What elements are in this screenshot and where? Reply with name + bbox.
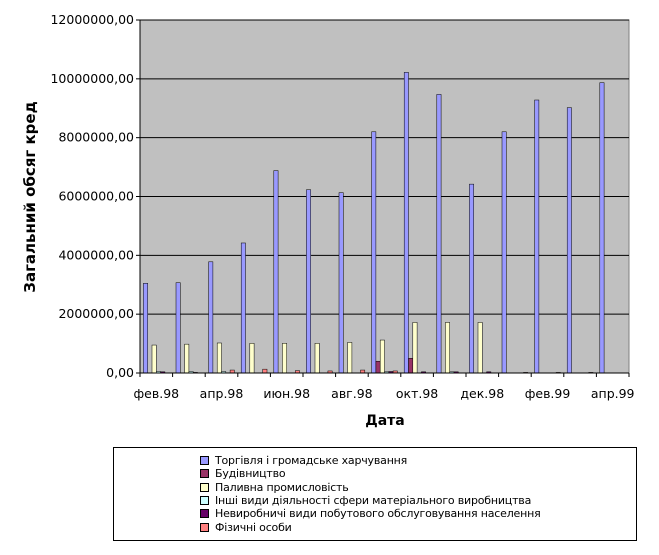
x-axis-ticks: фев.98 апр.98 июн.98 авг.98 окт.98 дек.98 фев.… bbox=[133, 373, 635, 401]
y-tick-label: 12000000,00 bbox=[50, 12, 134, 27]
legend-swatch bbox=[200, 456, 209, 465]
legend-swatch bbox=[200, 522, 209, 532]
legend-label: Паливна промисловість bbox=[215, 480, 349, 494]
x-tick-label: апр.99 bbox=[591, 386, 635, 401]
x-tick-label: авг.98 bbox=[331, 386, 373, 401]
y-tick-label: 8000000,00 bbox=[58, 130, 134, 145]
legend-item: Торгівля і громадське харчування bbox=[200, 454, 407, 467]
bar bbox=[403, 72, 409, 374]
bar bbox=[436, 94, 442, 374]
legend-swatch bbox=[200, 469, 209, 479]
legend-item: Інші види діяльності сфери матеріального… bbox=[200, 494, 531, 507]
bar bbox=[375, 360, 381, 374]
bar bbox=[143, 283, 148, 374]
legend-label: Невиробничі види побутового обслуговуван… bbox=[215, 507, 541, 521]
bar bbox=[273, 170, 279, 374]
bar bbox=[371, 131, 377, 374]
legend-label: Фізичні особи bbox=[215, 520, 292, 534]
x-tick-label: апр.98 bbox=[200, 386, 244, 401]
bar bbox=[412, 322, 418, 374]
bar bbox=[408, 358, 414, 374]
bar bbox=[306, 189, 311, 374]
bar bbox=[240, 242, 246, 374]
y-axis-title: Загальний обсяг кред bbox=[21, 101, 39, 292]
legend: Торгівля і громадське харчування Будівниц… bbox=[113, 447, 637, 541]
legend-item: Фізичні особи bbox=[200, 521, 292, 534]
x-tick-label: фев.98 bbox=[133, 386, 179, 401]
bar bbox=[249, 343, 255, 374]
bar bbox=[477, 322, 483, 374]
chart: 0,00 2000000,00 4000000,00 6000000,00 800000… bbox=[21, 12, 635, 429]
bar bbox=[175, 282, 181, 374]
bar bbox=[469, 183, 474, 374]
gridlines bbox=[140, 19, 629, 315]
bar bbox=[262, 368, 268, 374]
bar bbox=[151, 344, 157, 374]
legend-item: Паливна промисловість bbox=[200, 481, 349, 494]
legend-item: Невиробничі види побутового обслуговуван… bbox=[200, 507, 541, 520]
bar bbox=[347, 342, 353, 374]
legend-swatch bbox=[200, 495, 209, 505]
bar bbox=[599, 82, 605, 374]
legend-label: Інші види діяльності сфери матеріального… bbox=[215, 493, 532, 507]
x-axis-title: Дата bbox=[365, 413, 404, 429]
y-tick-label: 2000000,00 bbox=[58, 306, 134, 321]
bar bbox=[445, 322, 450, 374]
x-tick-label: окт.98 bbox=[396, 386, 438, 401]
bar bbox=[282, 343, 287, 374]
bar bbox=[566, 107, 572, 374]
legend-label: Торгівля і громадське харчування bbox=[215, 454, 408, 467]
y-tick-label: 10000000,00 bbox=[50, 71, 134, 86]
bar bbox=[379, 339, 385, 374]
legend-item: Будівництво bbox=[200, 467, 286, 481]
x-tick-label: июн.98 bbox=[263, 386, 310, 401]
legend-swatch bbox=[200, 482, 209, 492]
y-axis-ticks: 0,00 2000000,00 4000000,00 6000000,00 800000… bbox=[50, 12, 140, 380]
bar bbox=[314, 343, 320, 374]
y-tick-label: 4000000,00 bbox=[58, 247, 134, 262]
legend-swatch bbox=[200, 509, 209, 519]
bar bbox=[338, 192, 344, 374]
bar bbox=[184, 343, 190, 374]
y-tick-label: 6000000,00 bbox=[58, 189, 134, 204]
bar bbox=[208, 261, 214, 374]
y-tick-label: 0,00 bbox=[106, 365, 134, 380]
x-tick-label: дек.98 bbox=[460, 386, 504, 401]
bar bbox=[534, 99, 540, 374]
bar bbox=[501, 131, 507, 374]
bar bbox=[216, 342, 222, 374]
x-tick-label: фев.99 bbox=[525, 386, 571, 401]
legend-label: Будівництво bbox=[215, 467, 286, 481]
